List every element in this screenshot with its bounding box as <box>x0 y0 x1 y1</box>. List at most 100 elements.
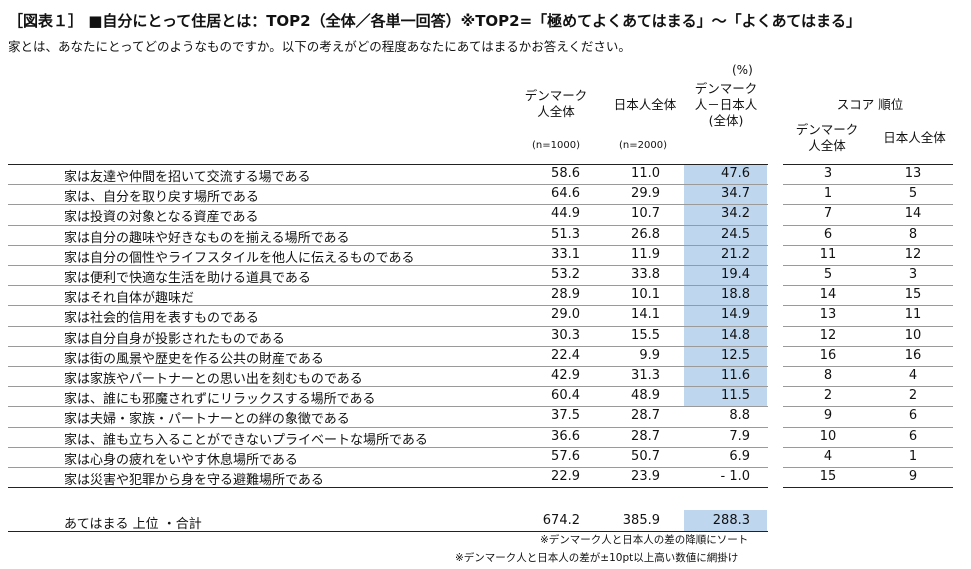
rank-japan: 1 <box>908 448 918 464</box>
value-japan: 10.7 <box>631 206 660 222</box>
value-japan: 31.3 <box>631 368 660 383</box>
value-denmark: 57.6 <box>551 448 580 464</box>
rank-denmark: 16 <box>819 347 837 363</box>
row-separator <box>8 426 768 428</box>
rank-row-separator <box>783 345 953 347</box>
rank-denmark: 12 <box>819 327 837 343</box>
rank-japan: 11 <box>904 307 922 323</box>
row-separator <box>8 406 768 408</box>
rank-bottom-line <box>783 487 953 489</box>
table-top-line <box>8 164 768 165</box>
value-japan: 28.7 <box>631 408 660 424</box>
value-japan: 26.8 <box>631 226 660 242</box>
rank-denmark: 3 <box>823 166 833 181</box>
unit-label: (%) <box>732 63 753 77</box>
value-diff: 12.5 <box>721 347 750 363</box>
row-separator <box>8 244 768 246</box>
value-diff: - 1.0 <box>720 469 751 484</box>
row-separator <box>8 184 768 186</box>
diff-highlight <box>684 305 767 327</box>
row-label: 家は社会的信用を表すものである <box>64 311 259 327</box>
diff-highlight <box>684 345 767 367</box>
value-japan: 11.9 <box>631 246 660 262</box>
rank-japan: 10 <box>904 327 922 343</box>
header-denmark-text: デンマーク 人全体 <box>524 88 588 119</box>
value-japan: 33.8 <box>631 267 660 282</box>
value-japan: 29.9 <box>631 186 660 202</box>
header-score-rank: スコア 順位 <box>836 97 904 112</box>
row-separator <box>8 265 768 266</box>
rank-denmark: 15 <box>819 469 837 484</box>
rank-japan: 13 <box>904 166 922 181</box>
value-japan: 11.0 <box>631 166 660 181</box>
header-denmark: デンマーク 人全体 <box>506 88 606 120</box>
rank-japan: 5 <box>908 186 918 202</box>
value-japan: 28.7 <box>631 428 660 444</box>
total-japan: 385.9 <box>622 513 660 528</box>
value-denmark: 33.1 <box>551 246 580 262</box>
diff-highlight <box>684 285 767 306</box>
n-denmark: (n=1000) <box>532 140 580 151</box>
value-denmark: 30.3 <box>551 327 580 343</box>
row-separator <box>8 446 768 448</box>
page-title: ［図表１］ ■自分にとって住居とは：TOP2（全体／各単一回答）※TOP2=「極… <box>8 12 861 30</box>
diff-highlight <box>684 265 767 286</box>
row-label: 家は災害や犯罪から身を守る避難場所である <box>64 473 324 488</box>
total-bottom-line <box>8 531 768 532</box>
row-label: 家は投資の対象となる資産である <box>64 210 259 226</box>
value-diff: 8.8 <box>729 408 750 424</box>
rank-denmark: 1 <box>823 186 833 202</box>
diff-highlight <box>684 164 767 185</box>
diff-highlight <box>684 366 767 387</box>
total-denmark: 674.2 <box>542 513 580 528</box>
rank-japan: 8 <box>908 226 918 242</box>
value-diff: 6.9 <box>729 448 750 464</box>
n-japan: (n=2000) <box>619 140 667 151</box>
rank-row-separator <box>783 406 953 408</box>
value-japan: 15.5 <box>631 327 660 343</box>
row-separator <box>8 305 768 307</box>
rank-row-separator <box>783 366 953 367</box>
value-diff: 14.8 <box>721 327 750 343</box>
row-separator <box>8 204 768 206</box>
header-rank-japan: 日本人全体 <box>883 130 946 145</box>
row-separator <box>8 224 768 226</box>
rank-row-separator <box>783 244 953 246</box>
row-label: 家は自分の個性やライフスタイルを他人に伝えるものである <box>64 250 415 266</box>
rank-denmark: 10 <box>819 428 837 444</box>
diff-highlight <box>684 325 767 347</box>
rank-japan: 14 <box>904 206 922 222</box>
row-label: 家は自分自身が投影されたものである <box>64 331 285 347</box>
row-separator <box>8 345 768 347</box>
value-diff: 24.5 <box>721 226 750 242</box>
rank-japan: 3 <box>908 267 918 282</box>
row-separator <box>8 285 768 287</box>
diff-highlight <box>684 386 767 407</box>
rank-row-separator <box>783 446 953 448</box>
table-bottom-line <box>8 487 768 489</box>
row-label: 家は自分の趣味や好きなものを揃える場所である <box>64 230 350 246</box>
value-denmark: 64.6 <box>551 186 580 202</box>
rank-denmark: 14 <box>819 287 837 303</box>
rank-japan: 9 <box>908 469 918 484</box>
row-label: 家はそれ自体が趣味だ <box>64 291 195 307</box>
value-diff: 11.6 <box>721 368 750 383</box>
rank-denmark: 8 <box>823 368 833 383</box>
rank-row-separator <box>783 265 953 266</box>
row-label: 家は街の風景や歴史を作る公共の財産である <box>64 351 324 367</box>
value-denmark: 37.5 <box>551 408 580 424</box>
rank-row-separator <box>783 184 953 186</box>
value-japan: 50.7 <box>631 448 660 464</box>
rank-row-separator <box>783 467 953 468</box>
question-text: 家とは、あなたにとってどのようなものですか。以下の考えがどの程度あなたにあてはま… <box>8 39 631 54</box>
rank-japan: 4 <box>908 368 918 383</box>
total-diff: 288.3 <box>712 513 750 528</box>
header-japan: 日本人全体 <box>613 97 677 112</box>
value-diff: 19.4 <box>721 267 750 282</box>
rank-japan: 6 <box>908 428 918 444</box>
row-separator <box>8 467 768 468</box>
row-label: 家は友達や仲間を招いて交流する場である <box>64 170 311 185</box>
value-diff: 7.9 <box>729 428 750 444</box>
diff-highlight <box>684 224 767 246</box>
